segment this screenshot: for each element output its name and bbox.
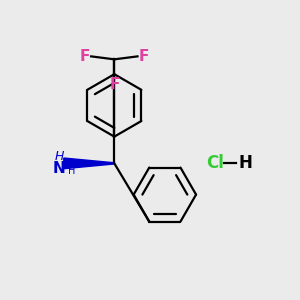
Text: H: H: [55, 150, 64, 163]
Text: H: H: [238, 154, 252, 172]
Text: H: H: [68, 166, 75, 176]
Text: F: F: [109, 77, 119, 92]
Polygon shape: [64, 158, 114, 169]
Text: F: F: [139, 49, 149, 64]
Text: N: N: [53, 161, 66, 176]
Text: F: F: [80, 49, 90, 64]
Text: Cl: Cl: [206, 154, 224, 172]
